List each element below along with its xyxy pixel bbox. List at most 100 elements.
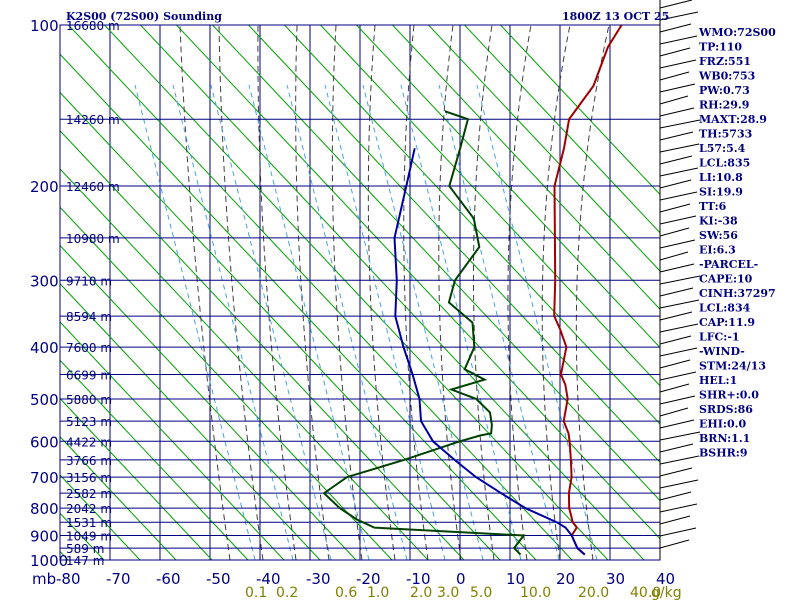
sounding-index: LCL:834 [699, 302, 751, 315]
sounding-index: EHI:0.0 [699, 418, 746, 431]
pressure-tick-label: 300 [30, 272, 59, 290]
wind-barb [659, 215, 697, 225]
temperature-curve [553, 25, 623, 556]
sounding-index: WB0:753 [698, 70, 755, 83]
wind-barb [659, 83, 696, 93]
height-label: 1049 m [66, 530, 112, 544]
wind-barb [659, 191, 698, 201]
temperature-tick-label: -10 [406, 570, 431, 588]
wind-barb [659, 251, 689, 261]
sounding-index: CINH:37297 [699, 287, 776, 300]
temperature-tick-label: 30 [606, 570, 625, 588]
mixing-ratio-label: 40.0 [630, 585, 661, 600]
height-label: 12460 m [66, 180, 120, 194]
background-grid [60, 25, 660, 560]
wind-barb [659, 515, 691, 525]
mixing-ratio-label: 20.0 [578, 585, 609, 600]
dry-adiabat [175, 25, 660, 540]
wind-barb [659, 227, 690, 237]
sounding-index: RH:29.9 [699, 99, 749, 112]
dry-adiabat [60, 397, 213, 560]
sounding-index: BRN:1.1 [699, 432, 750, 445]
pressure-tick-label: 100 [30, 17, 59, 35]
mixing-ratio-label: 0.6 [335, 585, 357, 600]
temperature-tick-label: -40 [256, 570, 281, 588]
wind-barb [659, 203, 691, 213]
temperature-tick-label: 0 [456, 570, 466, 588]
wind-barb [659, 419, 695, 429]
sounding-index: STM:24/13 [699, 360, 766, 373]
sounding-index: CAP:11.9 [699, 316, 755, 329]
mixing-ratio-label: 2.0 [410, 585, 432, 600]
pressure-tick-label: 600 [30, 433, 59, 451]
wind-barb [659, 395, 696, 405]
temperature-tick-label: -50 [206, 570, 231, 588]
pressure-tick-label: 900 [30, 528, 59, 546]
dewpoint-curve [322, 110, 526, 556]
height-label: 16680 m [66, 19, 120, 33]
dry-adiabat [319, 25, 660, 387]
wind-barb [659, 0, 693, 9]
wind-barb [659, 467, 693, 477]
wind-barb [659, 491, 692, 501]
wind-barb [659, 263, 695, 273]
wind-barb [659, 167, 699, 177]
wind-barb [659, 239, 696, 249]
sounding-curves [322, 25, 623, 556]
pressure-tick-label: 200 [30, 178, 59, 196]
wind-barb [659, 119, 701, 129]
sounding-index: WMO:72S00 [698, 26, 776, 39]
pressure-unit-label: mb [32, 570, 56, 588]
wind-barb [659, 311, 693, 321]
sounding-index: MAXT:28.9 [699, 113, 767, 126]
dry-adiabat [103, 25, 609, 560]
wind-barb [659, 359, 691, 369]
sounding-index: PW:0.73 [699, 84, 750, 97]
wind-barb [659, 95, 689, 105]
sounding-index: CAPE:10 [699, 273, 753, 286]
wind-barb [659, 287, 694, 297]
dry-adiabat [391, 25, 660, 310]
sounding-index: TH:5733 [699, 128, 752, 141]
dry-adiabat [211, 25, 660, 502]
height-label: 3766 m [66, 454, 112, 468]
dry-adiabat [60, 130, 465, 560]
height-label: 147 m [66, 554, 104, 568]
mixing-ratio-line [438, 84, 560, 560]
temperature-tick-label: 10 [506, 570, 525, 588]
height-label: 1531 m [66, 516, 112, 530]
height-label: 4422 m [66, 435, 112, 449]
wind-barb [659, 131, 694, 141]
wind-barb [659, 23, 692, 33]
wind-barb [659, 455, 700, 465]
mixing-ratio-unit: g/kg [651, 585, 682, 600]
wind-barb [659, 143, 700, 153]
sounding-index: -WIND- [699, 345, 745, 358]
wind-barb [659, 35, 698, 45]
height-label: 14260 m [66, 113, 120, 127]
mixing-ratio-line [286, 84, 408, 560]
temperature-tick-label: -30 [306, 570, 331, 588]
chart-title: K2S00 (72S00) Sounding [66, 10, 222, 23]
dry-adiabat [355, 25, 660, 349]
dry-adiabat [67, 25, 573, 560]
dry-adiabat [283, 25, 660, 425]
sounding-index: EI:6.3 [699, 244, 736, 257]
dry-adiabat [60, 91, 501, 560]
sounding-index: FRZ:551 [699, 55, 751, 68]
dry-adiabat [60, 244, 357, 560]
mixing-ratio-label: 5.0 [470, 585, 492, 600]
sounding-index: LFC:-1 [699, 331, 740, 344]
wind-barb [659, 407, 689, 417]
mixing-ratio-line [210, 84, 332, 560]
dry-adiabat [463, 25, 660, 234]
wind-barb-column [659, 0, 701, 560]
mixing-ratio-line [134, 84, 256, 560]
wind-barb [659, 47, 691, 57]
mixing-ratio-label: 3.0 [437, 585, 459, 600]
sounding-index: KI:-38 [699, 215, 738, 228]
sounding-index: SW:56 [699, 229, 738, 242]
height-label: 7600 m [66, 341, 112, 355]
mixing-ratio-line [172, 84, 294, 560]
